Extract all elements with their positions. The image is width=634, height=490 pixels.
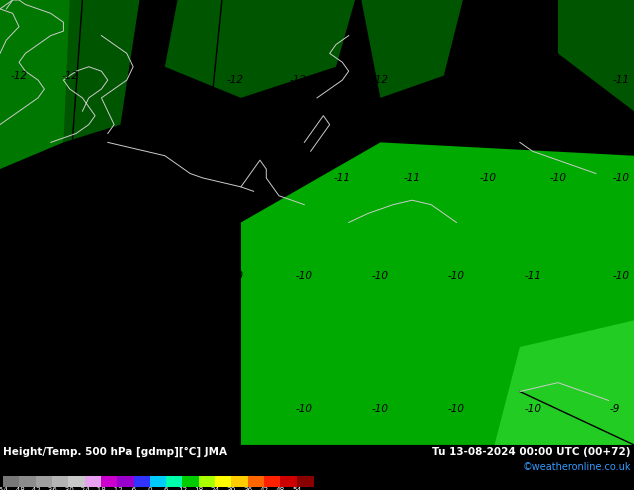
Polygon shape	[495, 320, 634, 445]
Text: -10: -10	[296, 404, 313, 415]
Text: 54: 54	[292, 488, 301, 490]
Text: -10: -10	[613, 173, 630, 183]
Bar	[215, 476, 232, 487]
Polygon shape	[520, 334, 634, 445]
Text: -42: -42	[30, 488, 42, 490]
Text: -12: -12	[226, 75, 243, 85]
Bar	[150, 476, 167, 487]
Text: -11: -11	[531, 75, 547, 85]
Bar	[117, 476, 134, 487]
Text: 6: 6	[164, 488, 169, 490]
Text: -10: -10	[296, 271, 313, 281]
Text: -10: -10	[214, 404, 230, 415]
Text: -10: -10	[372, 271, 389, 281]
Text: -11: -11	[74, 271, 91, 281]
Text: -10: -10	[613, 271, 630, 281]
Text: 12: 12	[178, 488, 187, 490]
Text: -10: -10	[226, 271, 243, 281]
Text: Tu 13-08-2024 00:00 UTC (00+72): Tu 13-08-2024 00:00 UTC (00+72)	[432, 447, 631, 457]
Text: -10: -10	[524, 404, 541, 415]
Text: 24: 24	[210, 488, 220, 490]
Text: -9: -9	[610, 404, 620, 415]
Bar	[68, 476, 85, 487]
Text: -12: -12	[372, 75, 389, 85]
Text: -48: -48	[13, 488, 25, 490]
Polygon shape	[558, 0, 634, 111]
Polygon shape	[63, 0, 139, 143]
Text: -11: -11	[226, 173, 243, 183]
Text: -11: -11	[74, 173, 91, 183]
Text: 0: 0	[148, 488, 152, 490]
Text: -12: -12	[290, 75, 306, 85]
Text: ©weatheronline.co.uk: ©weatheronline.co.uk	[522, 462, 631, 472]
Polygon shape	[165, 0, 355, 98]
Text: 42: 42	[259, 488, 269, 490]
Bar	[3, 476, 20, 487]
Bar	[134, 476, 150, 487]
Text: -11: -11	[613, 75, 630, 85]
Text: -12: -12	[61, 71, 78, 81]
Bar	[280, 476, 297, 487]
Text: -30: -30	[62, 488, 74, 490]
Text: -10: -10	[550, 173, 566, 183]
Text: -36: -36	[46, 488, 58, 490]
Text: -11: -11	[524, 271, 541, 281]
Bar	[36, 476, 53, 487]
Bar	[166, 476, 183, 487]
Bar	[199, 476, 216, 487]
Text: -11: -11	[150, 271, 167, 281]
Text: -11: -11	[334, 173, 351, 183]
Text: 30: 30	[227, 488, 236, 490]
Text: -6: -6	[130, 488, 137, 490]
Bar	[231, 476, 249, 487]
Bar	[101, 476, 118, 487]
Text: -24: -24	[79, 488, 91, 490]
Text: -12: -12	[11, 173, 27, 183]
Text: -10: -10	[372, 404, 389, 415]
Text: -10: -10	[448, 271, 465, 281]
Text: -11: -11	[150, 173, 167, 183]
Bar	[52, 476, 68, 487]
Text: -12: -12	[144, 75, 160, 85]
Polygon shape	[0, 0, 82, 169]
Text: Height/Temp. 500 hPa [gdmp][°C] JMA: Height/Temp. 500 hPa [gdmp][°C] JMA	[3, 447, 227, 457]
Bar	[297, 476, 313, 487]
Text: -12: -12	[11, 71, 27, 81]
Text: 48: 48	[276, 488, 285, 490]
Text: -54: -54	[0, 488, 9, 490]
Text: -10: -10	[11, 404, 27, 415]
Text: -10: -10	[106, 404, 122, 415]
Text: -18: -18	[95, 488, 107, 490]
Bar	[183, 476, 199, 487]
Text: 36: 36	[243, 488, 252, 490]
Text: -10: -10	[448, 404, 465, 415]
Polygon shape	[241, 143, 634, 445]
Bar	[248, 476, 264, 487]
Text: -11: -11	[404, 173, 420, 183]
Text: 18: 18	[194, 488, 204, 490]
Bar	[264, 476, 281, 487]
Text: -10: -10	[480, 173, 496, 183]
Bar	[84, 476, 101, 487]
Text: -11: -11	[11, 271, 27, 281]
Polygon shape	[361, 0, 463, 98]
Bar	[19, 476, 36, 487]
Text: -12: -12	[112, 488, 123, 490]
